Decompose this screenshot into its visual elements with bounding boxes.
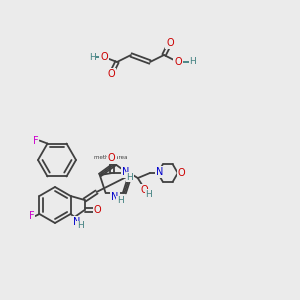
Text: O: O [141,185,148,195]
Text: methyl area: methyl area [94,155,128,160]
Text: O: O [174,57,182,67]
Text: N: N [156,167,164,177]
Text: H: H [77,221,84,230]
Text: O: O [94,205,101,215]
Text: O: O [100,52,108,62]
Text: N: N [122,167,130,177]
Text: O: O [108,153,116,163]
Text: F: F [28,211,34,221]
Text: N: N [73,217,80,227]
Text: H: H [146,190,152,199]
Text: F: F [33,136,38,146]
Text: H: H [190,58,196,67]
Text: O: O [178,168,186,178]
Text: H: H [88,52,95,62]
Text: H: H [126,172,133,182]
Text: N: N [111,192,119,202]
Text: O: O [107,69,115,79]
Text: O: O [166,38,174,48]
Text: H: H [117,196,123,206]
